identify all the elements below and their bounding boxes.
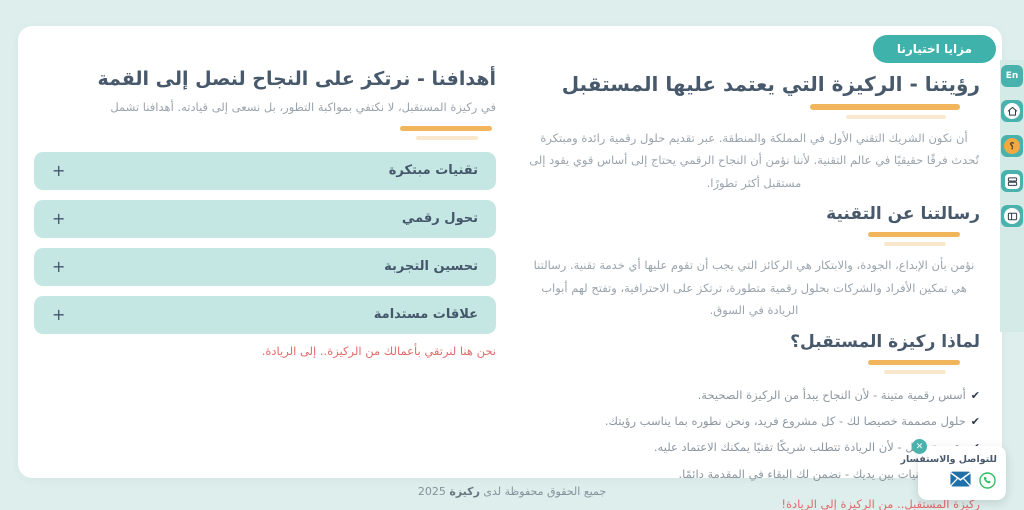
contact-icons-row xyxy=(927,471,997,494)
why-tagline: ركيزة المستقبل.. من الركيزة إلى الريادة! xyxy=(781,497,980,510)
language-toggle-button[interactable]: En xyxy=(1001,65,1023,87)
vision-underline-decoration xyxy=(528,104,960,119)
accordion-label: علاقات مستدامة xyxy=(373,307,478,323)
footer-brand: ركيزة xyxy=(449,485,480,498)
why-benefits-list: ✔ أسس رقمية متينة - لأن النجاح يبدأ من ال… xyxy=(528,382,980,488)
benefit-text: دعم متواصل - لأن الريادة تتطلب شريكًا تق… xyxy=(653,440,966,455)
mission-title: رسالتنا عن التقنية xyxy=(826,204,980,225)
footer-text: جميع الحقوق محفوظة لدى xyxy=(483,485,607,498)
accordion-item-experience-improvement[interactable]: تحسين التجربة + xyxy=(34,247,496,286)
close-icon[interactable]: ✕ xyxy=(912,439,927,454)
accordion-item-sustainable-relations[interactable]: علاقات مستدامة + xyxy=(34,295,496,334)
vision-title: رؤيتنا - الركيزة التي يعتمد عليها المستق… xyxy=(561,72,981,96)
copyright-footer: جميع الحقوق محفوظة لدى ركيزة 2025 xyxy=(0,485,1024,498)
underline-bar-light xyxy=(846,115,946,119)
plus-icon: + xyxy=(52,305,66,325)
contact-card-icon xyxy=(1004,208,1020,224)
check-icon: ✔ xyxy=(970,388,980,402)
goals-underline-decoration xyxy=(34,125,492,140)
plus-icon: + xyxy=(52,257,66,277)
why-title: لماذا ركيزة المستقبل؟ xyxy=(790,331,980,352)
accordion-label: تحول رقمي xyxy=(401,211,478,227)
goals-title: أهدافنا - نرتكز على النجاح لنصل إلى القم… xyxy=(97,68,496,90)
email-icon[interactable] xyxy=(950,471,971,494)
help-button[interactable]: ؟ xyxy=(1001,135,1023,157)
home-button[interactable] xyxy=(1001,100,1023,122)
plus-icon: + xyxy=(52,161,66,181)
accordion-label: تقنيات مبتكرة xyxy=(388,163,478,179)
accordion-item-innovative-tech[interactable]: تقنيات مبتكرة + xyxy=(34,151,496,190)
goals-column: أهدافنا - نرتكز على النجاح لنصل إلى القم… xyxy=(34,68,496,358)
home-icon xyxy=(1004,103,1020,119)
contact-widget: ✕ للتواصل والاستفسار xyxy=(900,439,1006,500)
goals-accordion: تقنيات مبتكرة + تحول رقمي + تحسين التجرب… xyxy=(34,151,496,334)
mission-underline-decoration xyxy=(528,232,960,247)
mission-body: نؤمن بأن الإبداع، الجودة، والابتكار هي ا… xyxy=(533,258,975,318)
whatsapp-icon[interactable] xyxy=(978,471,997,494)
contact-widget-label: للتواصل والاستفسار xyxy=(900,454,998,465)
side-toolbar: En ؟ xyxy=(1000,60,1024,332)
advantages-button[interactable]: مزايا اختيارنا xyxy=(872,35,996,63)
underline-bar-light xyxy=(884,242,946,247)
main-content-card: مزايا اختيارنا رؤيتنا - الركيزة التي يعت… xyxy=(18,26,1002,510)
accordion-label: تحسين التجربة xyxy=(384,259,478,275)
plus-icon: + xyxy=(52,209,66,229)
underline-bar-light xyxy=(884,369,946,374)
help-icon: ؟ xyxy=(1004,138,1020,154)
benefit-text: حلول مصممة خصيصا لك - كل مشروع فريد، ونح… xyxy=(604,413,966,428)
contact-card-button[interactable] xyxy=(1001,205,1023,227)
underline-bar-dark xyxy=(868,359,960,365)
benefit-item: ✔ حلول مصممة خصيصا لك - كل مشروع فريد، ون… xyxy=(528,408,980,434)
underline-bar-light xyxy=(416,135,478,140)
goals-tagline: نحن هنا لنرتقي بأعمالك من الركيزة.. إلى … xyxy=(261,343,496,358)
check-icon: ✔ xyxy=(970,414,980,428)
benefit-text: أحدث التقنيات بين يديك - نضمن لك البقاء … xyxy=(678,466,966,481)
underline-bar-dark xyxy=(810,104,960,110)
underline-bar-dark xyxy=(868,232,960,238)
server-stack-icon xyxy=(1004,173,1020,189)
accordion-item-digital-transformation[interactable]: تحول رقمي + xyxy=(34,199,496,238)
why-underline-decoration xyxy=(528,359,960,374)
underline-bar-dark xyxy=(400,125,492,131)
goals-subtitle: في ركيزة المستقبل، لا نكتفي بمواكبة التط… xyxy=(110,100,496,114)
vision-body: أن نكون الشريك التقني الأول في المملكة و… xyxy=(529,131,979,190)
vision-mission-column: رؤيتنا - الركيزة التي يعتمد عليها المستق… xyxy=(528,72,980,510)
benefit-item: ✔ أسس رقمية متينة - لأن النجاح يبدأ من ال… xyxy=(528,382,980,408)
benefit-text: أسس رقمية متينة - لأن النجاح يبدأ من الر… xyxy=(697,387,966,402)
footer-year: 2025 xyxy=(417,485,446,498)
services-button[interactable] xyxy=(1001,170,1023,192)
